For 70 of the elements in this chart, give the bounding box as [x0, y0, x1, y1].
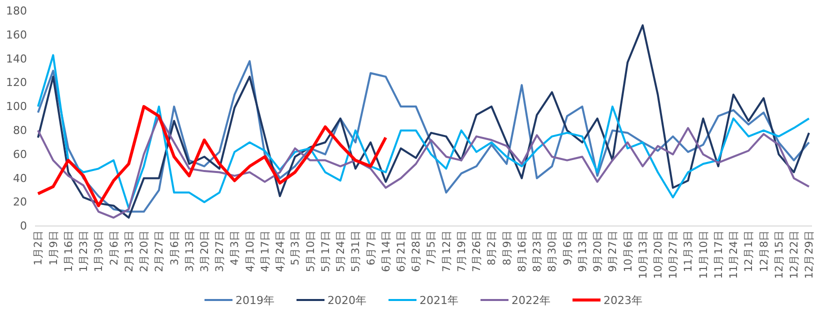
x-tick-label: 12月29日	[804, 230, 816, 279]
x-tick-label: 4月10日	[244, 230, 256, 272]
x-tick-label: 11月3日	[682, 230, 695, 272]
legend-label: 2023年	[604, 294, 642, 307]
x-tick-label: 7月12日	[440, 230, 453, 272]
x-tick-label: 7月26日	[471, 230, 484, 272]
x-tick-label: 5月3日	[290, 230, 302, 266]
x-tick-label: 3月27日	[214, 230, 226, 272]
x-tick-label: 12月8日	[758, 230, 770, 272]
x-tick-label: 3月6日	[168, 230, 181, 266]
y-tick-label: 140	[6, 52, 27, 66]
x-tick-label: 10月13日	[637, 230, 650, 279]
x-tick-label: 7月5日	[426, 230, 438, 266]
x-tick-label: 9月20日	[592, 230, 604, 272]
x-tick-label: 5月10日	[304, 230, 317, 272]
x-tick-label: 6月7日	[365, 230, 378, 266]
x-tick-label: 1月30日	[93, 230, 106, 272]
x-tick-label: 8月16日	[516, 230, 528, 272]
x-tick-label: 7月19日	[456, 230, 468, 272]
x-tick-label: 2月6日	[108, 230, 120, 266]
x-tick-label: 11月17日	[712, 230, 725, 279]
x-tick-label: 12月1日	[743, 230, 756, 272]
x-tick-label: 3月13日	[184, 230, 196, 272]
y-tick-label: 0	[20, 220, 27, 233]
y-tick-label: 120	[6, 76, 27, 90]
x-tick-label: 8月23日	[532, 230, 544, 272]
y-tick-label: 20	[13, 196, 27, 209]
x-tick-label: 1月23日	[78, 230, 90, 272]
x-tick-label: 8月2日	[486, 230, 498, 266]
x-tick-label: 11月10日	[698, 230, 710, 279]
x-tick-label: 9月27日	[607, 230, 620, 272]
x-tick-label: 10月27日	[668, 230, 680, 279]
x-tick-label: 8月30日	[546, 230, 559, 272]
x-tick-label: 2月20日	[138, 230, 151, 272]
x-tick-label: 6月28日	[410, 230, 423, 272]
x-tick-label: 4月17日	[259, 230, 272, 272]
x-tick-label: 4月3日	[229, 230, 242, 266]
legend-label: 2021年	[420, 294, 458, 307]
x-tick-label: 4月24日	[274, 230, 287, 272]
x-tick-label: 1月2日	[32, 230, 45, 266]
y-tick-label: 40	[13, 172, 27, 185]
x-tick-label: 1月9日	[48, 230, 60, 266]
legend-label: 2019年	[236, 294, 274, 307]
x-tick-label: 6月14日	[380, 230, 392, 272]
x-tick-label: 2月13日	[123, 230, 136, 272]
x-tick-label: 12月15日	[773, 230, 786, 279]
x-tick-label: 6月21日	[396, 230, 408, 272]
x-tick-label: 12月22日	[788, 230, 801, 279]
line-series	[37, 24, 810, 219]
x-tick-label: 5月17日	[320, 230, 332, 272]
x-tick-label: 5月24日	[335, 230, 348, 272]
x-tick-label: 10月20日	[652, 230, 664, 279]
x-tick-label: 10月6日	[622, 230, 634, 272]
x-tick-label: 1月16日	[62, 230, 75, 272]
x-tick-label: 11月24日	[728, 230, 740, 279]
x-tick-label: 3月20日	[198, 230, 211, 272]
x-tick-label: 2月27日	[154, 230, 166, 272]
y-tick-label: 60	[13, 148, 27, 161]
y-tick-label: 160	[6, 28, 27, 42]
line-series	[36, 105, 388, 208]
legend-label: 2020年	[328, 294, 366, 307]
x-tick-label: 8月9日	[501, 230, 514, 266]
y-tick-label: 180	[6, 4, 27, 18]
x-tick-label: 9月6日	[562, 230, 574, 266]
y-tick-label: 80	[13, 124, 27, 137]
line-series	[37, 115, 810, 219]
y-tick-label: 100	[6, 100, 27, 114]
x-tick-label: 9月13日	[576, 230, 589, 272]
x-tick-label: 5月31日	[350, 230, 362, 272]
legend-label: 2022年	[512, 294, 550, 307]
